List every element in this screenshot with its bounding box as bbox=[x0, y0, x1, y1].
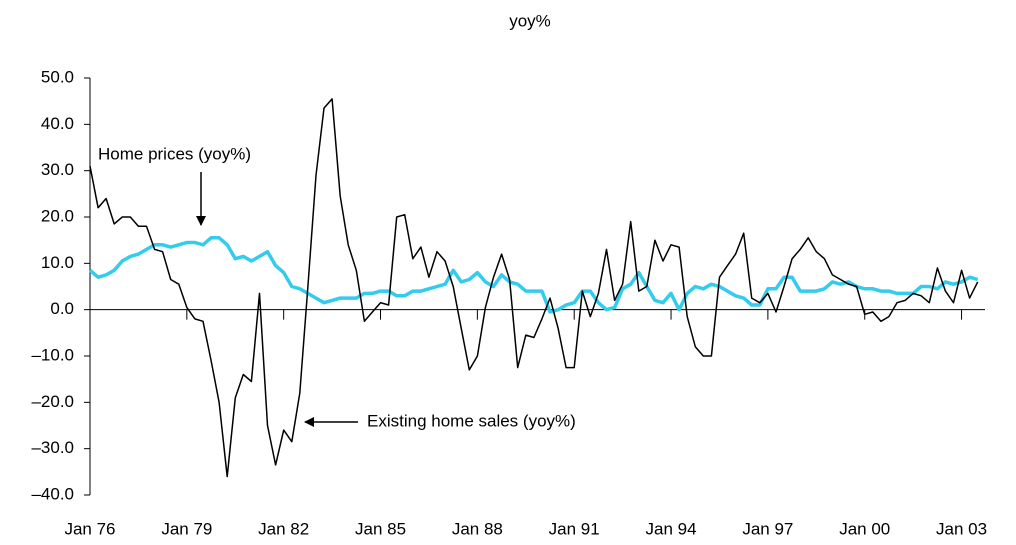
x-tick-label: Jan 88 bbox=[452, 519, 503, 538]
annotation: Existing home sales (yoy%) bbox=[367, 411, 576, 430]
line-series bbox=[88, 236, 979, 314]
chart-title: yoy% bbox=[509, 11, 551, 30]
x-tick-label: Jan 94 bbox=[646, 519, 697, 538]
x-tick-label: Jan 76 bbox=[64, 519, 115, 538]
x-tick-label: Jan 85 bbox=[355, 519, 406, 538]
annotation: Home prices (yoy%) bbox=[98, 144, 251, 163]
x-tick-label: Jan 00 bbox=[839, 519, 890, 538]
x-tick-label: Jan 97 bbox=[742, 519, 793, 538]
y-tick-label: –20.0 bbox=[31, 392, 74, 411]
x-tick-label: Jan 79 bbox=[161, 519, 212, 538]
y-tick-label: 10.0 bbox=[41, 253, 74, 272]
y-tick-label: –40.0 bbox=[31, 484, 74, 503]
y-tick-label: 30.0 bbox=[41, 160, 74, 179]
y-tick-label: –10.0 bbox=[31, 345, 74, 364]
x-tick-label: Jan 03 bbox=[936, 519, 987, 538]
y-tick-label: 40.0 bbox=[41, 114, 74, 133]
y-tick-label: –30.0 bbox=[31, 438, 74, 457]
line-series bbox=[89, 98, 979, 478]
y-tick-label: 50.0 bbox=[41, 67, 74, 86]
y-tick-label: 20.0 bbox=[41, 206, 74, 225]
y-tick-label: 0.0 bbox=[50, 299, 74, 318]
x-tick-label: Jan 82 bbox=[258, 519, 309, 538]
x-tick-label: Jan 91 bbox=[549, 519, 600, 538]
